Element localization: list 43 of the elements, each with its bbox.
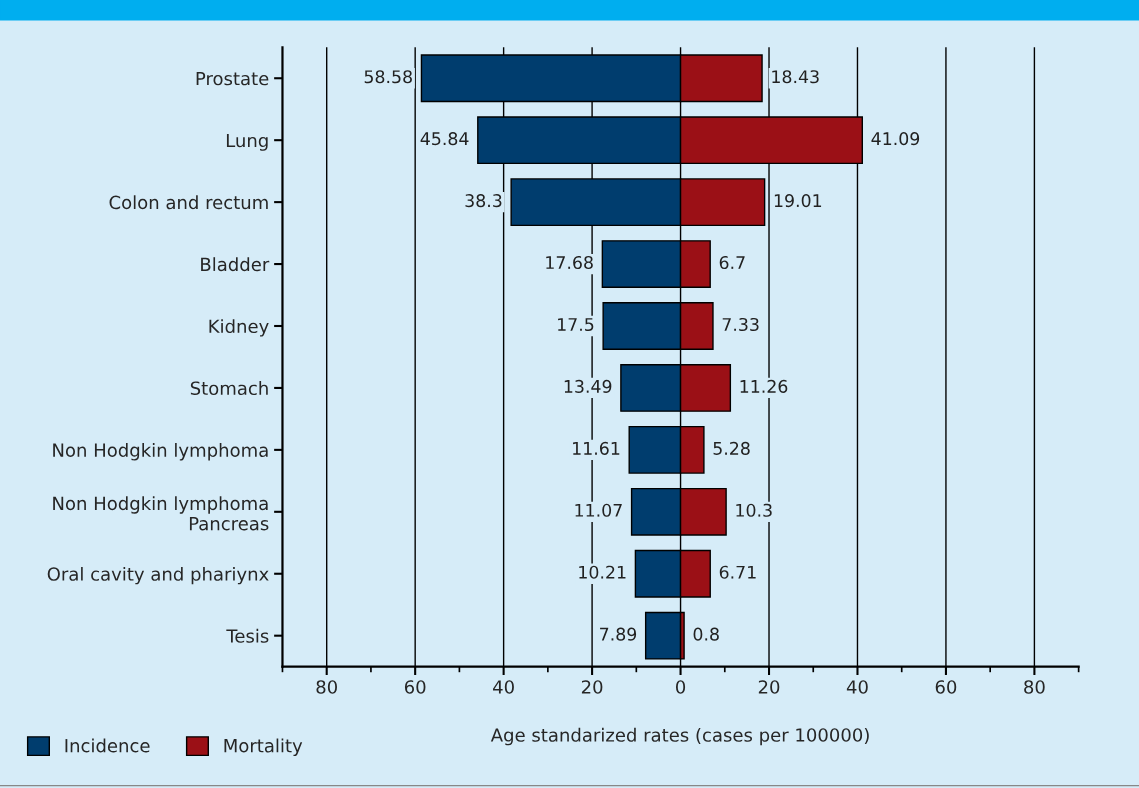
data-label: 41.09 — [871, 132, 920, 146]
y-tick-label: Tesis — [226, 628, 269, 643]
data-label: 10.21 — [579, 565, 626, 579]
data-label: 6.7 — [719, 255, 745, 270]
y-tick-label: Bladder — [201, 257, 270, 272]
x-tick-label: 0 — [676, 680, 686, 694]
data-label: 0.8 — [693, 627, 719, 641]
y-tick-label: Oral cavity and phariynx — [47, 566, 269, 585]
y-tick-label: Prostate — [196, 71, 269, 86]
data-label: 17.68 — [546, 255, 593, 270]
data-label: 7.89 — [600, 627, 637, 641]
y-tick-label: Kidney — [209, 319, 269, 337]
x-tick-label: 40 — [846, 680, 868, 694]
y-tick-label: Non Hodgkin lymphoma Pancreas — [53, 496, 269, 531]
y-tick-label: Lung — [226, 133, 268, 151]
data-label: 13.49 — [564, 379, 612, 393]
legend-label: Mortality — [224, 738, 303, 756]
x-tick-label: 80 — [316, 680, 337, 694]
data-label: 19.01 — [774, 194, 822, 208]
data-label: 45.84 — [420, 132, 469, 146]
data-label: 18.43 — [772, 70, 819, 84]
data-label: 10.3 — [736, 503, 772, 517]
data-label: 6.71 — [719, 565, 756, 579]
bar — [644, 611, 682, 660]
x-tick-label: 80 — [1024, 680, 1045, 694]
data-label: 11.07 — [575, 503, 622, 517]
data-label: 38.3 — [465, 194, 502, 208]
y-tick-label: Colon and rectum — [109, 195, 268, 210]
data-label: 17.5 — [558, 318, 594, 332]
data-label: 11.61 — [573, 441, 620, 455]
legend-label: Incidence — [65, 738, 150, 753]
x-tick-label: 60 — [404, 680, 426, 694]
y-tick-label: Non Hodgkin lymphoma — [53, 443, 268, 461]
y-tick-label: Stomach — [190, 381, 268, 396]
x-tick-label: 40 — [493, 680, 514, 694]
data-label: 5.28 — [713, 441, 750, 455]
data-label: 58.58 — [364, 70, 412, 84]
x-tick-label: 60 — [935, 680, 957, 694]
x-tick-label: 20 — [581, 680, 603, 694]
x-axis-title: Age standarized rates (cases per 100000) — [490, 727, 869, 746]
data-label: 7.33 — [722, 317, 759, 332]
data-label: 11.26 — [740, 379, 788, 393]
x-tick-label: 20 — [758, 680, 780, 694]
